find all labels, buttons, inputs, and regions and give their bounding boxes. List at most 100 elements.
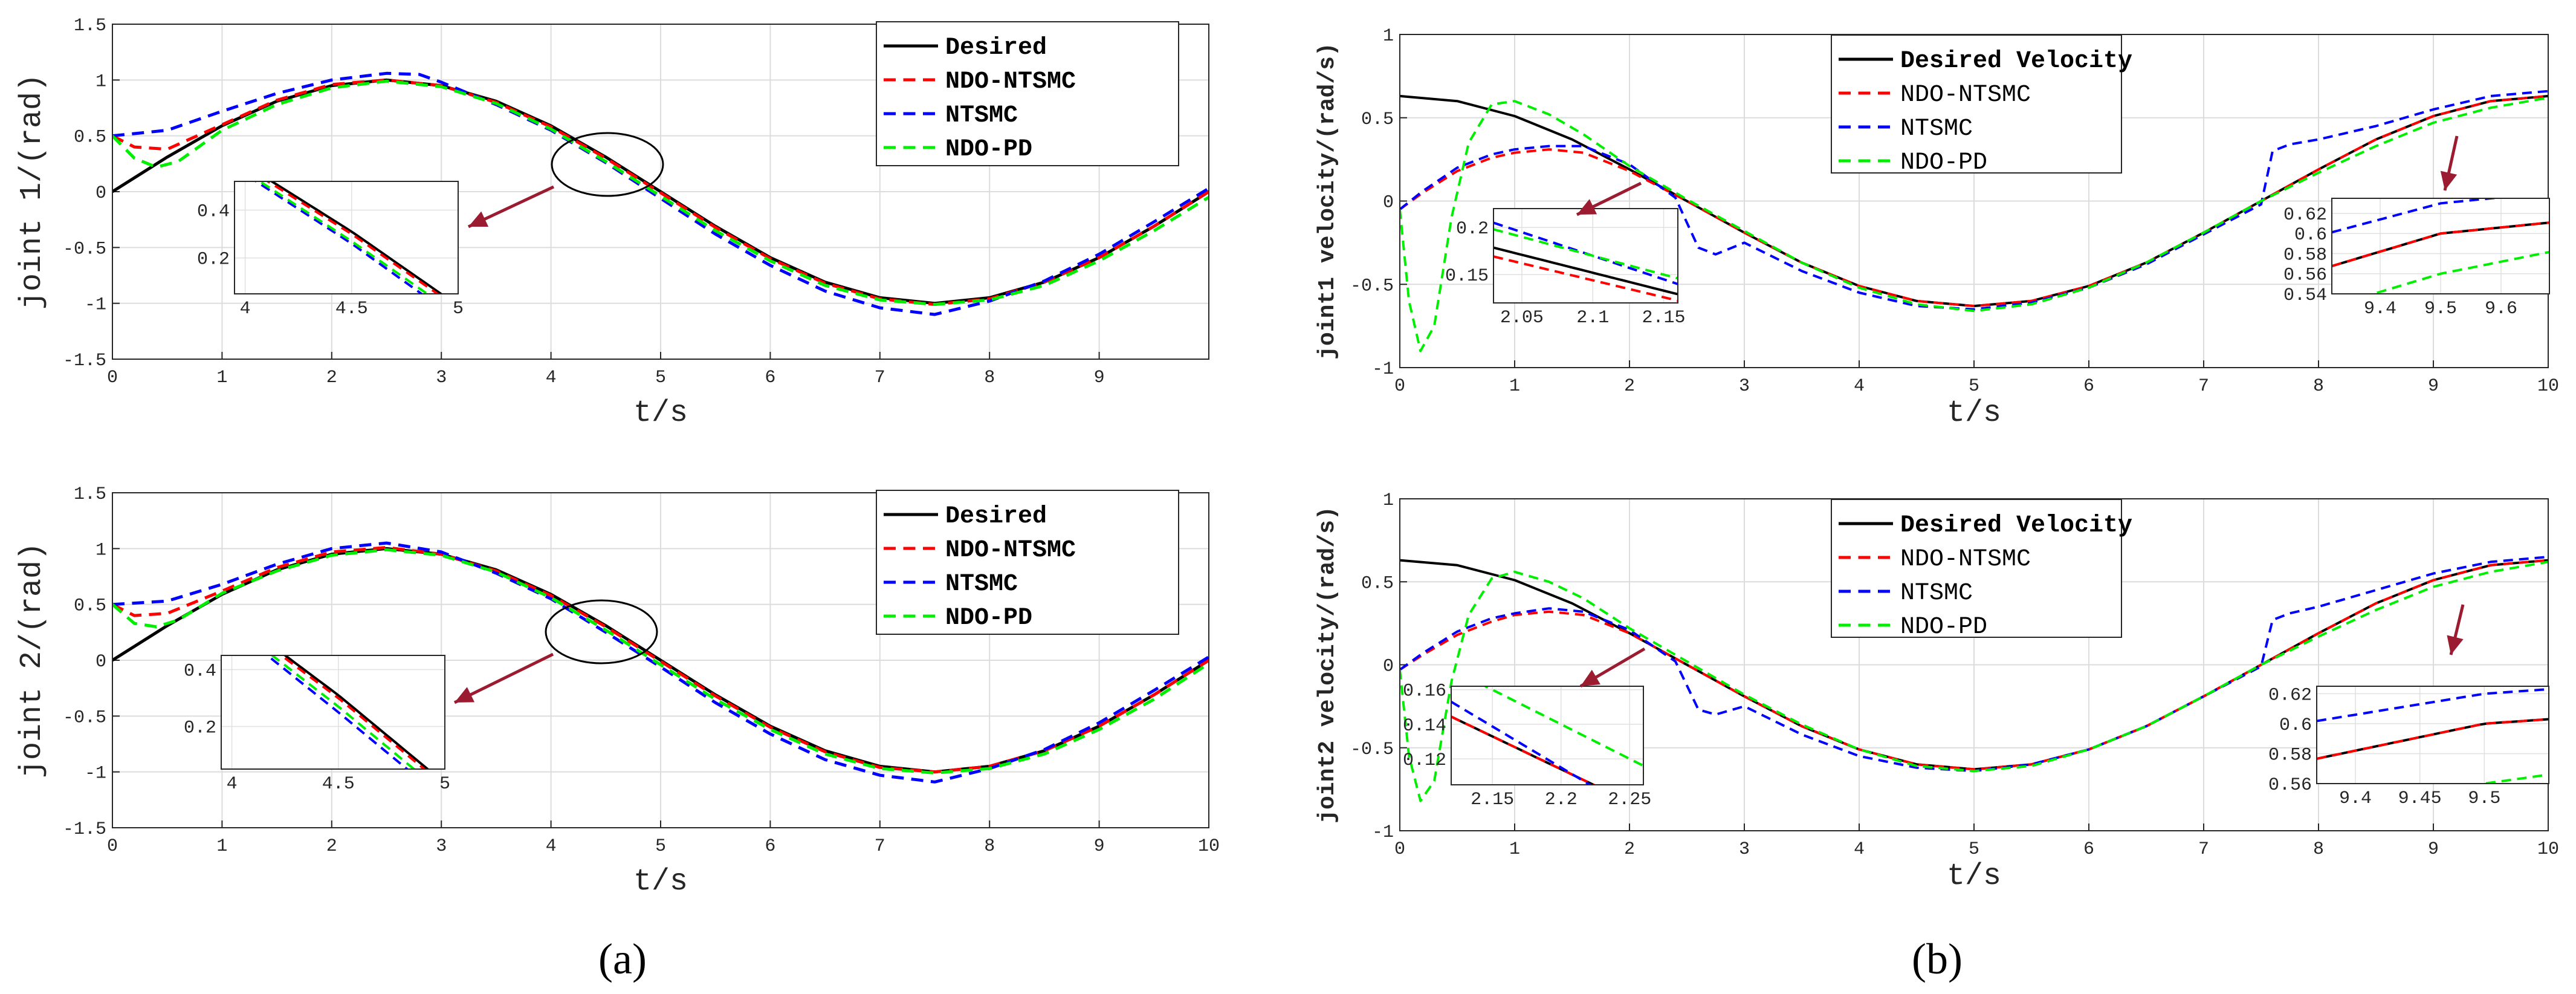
inset-y-tick-label: 0.62 <box>2283 205 2327 226</box>
inset-y-tick-label: 0.4 <box>197 201 230 222</box>
x-tick-label: 7 <box>2198 839 2209 860</box>
inset-frame <box>2331 198 2550 294</box>
inset-y-tick-label: 0.58 <box>2283 245 2327 265</box>
x-tick-label: 10 <box>1198 836 1220 857</box>
inset-y-tick-label: 0.2 <box>184 718 216 739</box>
plot-joint1-position: 0 1 2 3 4 5 6 7 8 9 1.5 1 0.5 0 -0.5 -1 -1.5 t/s joint 1/(… <box>15 16 1209 430</box>
x-tick-label: 4 <box>1854 839 1865 860</box>
axes-frame <box>112 24 1209 360</box>
inset-x-tick-label: 2.15 <box>1642 308 1686 328</box>
y-tick-label: -1.5 <box>63 819 106 840</box>
inset-x-tick-label: 5 <box>439 774 450 794</box>
y-axis-label: joint 1/(rad) <box>15 74 50 310</box>
y-tick-label: -0.5 <box>1350 739 1394 760</box>
inset-series-line <box>2478 773 2549 784</box>
inset-series-line <box>283 655 430 769</box>
y-tick-label: -1.5 <box>63 351 106 371</box>
x-tick-label: 3 <box>436 836 447 857</box>
x-tick-label: 6 <box>2083 839 2094 860</box>
series-line-ndo-pd <box>112 548 1209 775</box>
inset-frame <box>234 181 459 294</box>
x-tick-label: 7 <box>875 368 885 388</box>
x-tick-label: 2 <box>326 368 337 388</box>
legend-label: NDO-PD <box>1900 614 1987 641</box>
series-line-ntsmc <box>1400 556 2548 773</box>
zoom-arrow-head <box>2447 635 2464 655</box>
inset-series-line <box>2332 221 2549 268</box>
x-tick-label: 10 <box>2537 839 2559 860</box>
series-line-ndo-pd <box>1400 96 2548 352</box>
inset-frame <box>2316 686 2549 784</box>
x-tick-label: 5 <box>1969 376 1979 397</box>
legend-label: NDO-NTSMC <box>945 68 1076 96</box>
series-line-ndo-pd <box>112 79 1209 306</box>
x-tick-label: 0 <box>1394 376 1405 397</box>
inset-y-tick-label: 0.62 <box>2268 685 2312 706</box>
inset-y-tick-label: 0.16 <box>1403 681 1446 702</box>
inset-y-tick-label: 0.12 <box>1403 750 1446 771</box>
x-tick-label: 3 <box>1739 839 1750 860</box>
x-tick-label: 8 <box>984 368 995 388</box>
legend-label: Desired Velocity <box>1900 48 2132 75</box>
inset-x-tick-label: 4.5 <box>322 774 355 794</box>
legend-label: NTSMC <box>1900 115 1973 143</box>
x-tick-label: 0 <box>107 836 118 857</box>
x-tick-label: 7 <box>875 836 885 857</box>
inset-zoom: 4 4.5 5 0.4 0.2 <box>184 655 450 794</box>
y-tick-label: -1 <box>1372 822 1394 843</box>
inset-series-line <box>2369 250 2549 294</box>
inset-series-line <box>1493 246 1678 296</box>
x-tick-label: 10 <box>2537 376 2559 397</box>
plot-joint1-velocity: 0 1 2 3 4 5 6 7 8 9 10 1 0.5 0 -0.5 -1 t/s joint1 velocit… <box>1315 26 2559 430</box>
inset-x-tick-label: 9.6 <box>2485 299 2517 319</box>
y-tick-label: 1.5 <box>74 16 106 36</box>
inset-x-tick-label: 9.5 <box>2424 299 2457 319</box>
inset-y-tick-label: 0.14 <box>1403 716 1446 736</box>
legend-label: NDO-PD <box>945 605 1032 632</box>
y-tick-label: 0.5 <box>74 128 106 148</box>
series-line-ndo-ntsmc <box>1400 559 2548 771</box>
zoom-arrow-head <box>1581 669 1600 686</box>
x-tick-label: 5 <box>655 368 666 388</box>
inset-x-tick-label: 2.25 <box>1608 790 1651 810</box>
x-tick-label: 2 <box>1624 839 1635 860</box>
x-tick-label: 2 <box>1624 376 1635 397</box>
inset-series-line <box>265 181 440 294</box>
legend-label: NTSMC <box>945 571 1018 598</box>
y-tick-label: 1 <box>1383 490 1394 511</box>
zoom-arrow-head <box>468 211 489 227</box>
caption-b: (b) <box>1912 935 1963 983</box>
x-tick-label: 1 <box>1509 376 1520 397</box>
inset-x-tick-label: 2.15 <box>1471 790 1514 810</box>
inset-series-line <box>270 655 416 769</box>
series-line-ntsmc <box>1400 89 2548 311</box>
inset-y-tick-label: 0.54 <box>2283 285 2327 306</box>
y-tick-label: 0 <box>95 652 106 672</box>
inset-series-line <box>1451 700 1593 785</box>
inset-zoom: 2.15 2.2 2.25 0.16 0.14 0.12 <box>1403 681 1651 810</box>
x-tick-label: 1 <box>1509 839 1520 860</box>
inset-series-line <box>1493 228 1678 280</box>
legend-label: NDO-NTSMC <box>1900 546 2031 573</box>
inset-x-tick-label: 2.2 <box>1545 790 1578 810</box>
inset-x-tick-label: 4 <box>227 774 238 794</box>
y-tick-label: 1.5 <box>74 484 106 505</box>
y-tick-label: -1 <box>85 295 106 316</box>
x-tick-label: 4 <box>1854 376 1865 397</box>
x-tick-label: 8 <box>2313 839 2324 860</box>
inset-x-tick-label: 4 <box>240 299 251 319</box>
x-tick-label: 6 <box>2083 376 2094 397</box>
x-axis-label: t/s <box>633 865 688 899</box>
x-tick-label: 4 <box>546 836 557 857</box>
inset-series-line <box>265 655 409 769</box>
legend-label: Desired Velocity <box>1900 512 2132 539</box>
y-tick-label: -0.5 <box>63 239 106 259</box>
series-line-ntsmc <box>112 541 1209 784</box>
inset-x-tick-label: 4.5 <box>335 299 368 319</box>
legend-label: NDO-NTSMC <box>945 537 1076 564</box>
inset-x-tick-label: 2.05 <box>1500 308 1544 328</box>
y-tick-label: 1 <box>95 71 106 92</box>
inset-y-tick-label: 0.56 <box>2283 265 2327 286</box>
legend-label: NDO-PD <box>1900 149 1987 177</box>
